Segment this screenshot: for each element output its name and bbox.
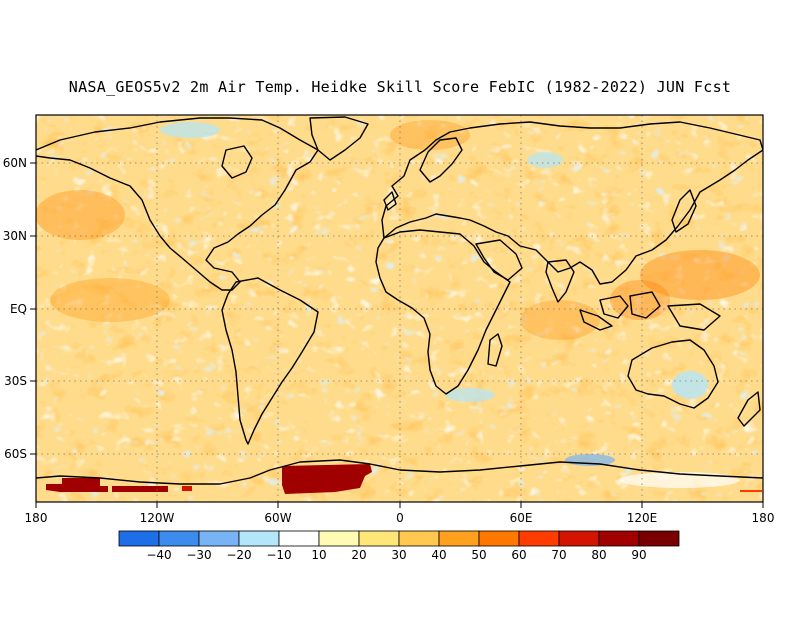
colorbar-label: 20 [351, 548, 366, 562]
colorbar-label: 10 [311, 548, 326, 562]
colorbar-label: −20 [226, 548, 251, 562]
colorbar-swatch [158, 530, 200, 547]
colorbar-label: 90 [631, 548, 646, 562]
colorbar-swatch [598, 530, 640, 547]
lat-tick-60n: 60N [3, 156, 27, 170]
lat-tick-60s: 60S [4, 447, 27, 461]
lon-tick-0: 0 [396, 511, 404, 525]
lat-tick-eq: EQ [10, 302, 27, 316]
lat-tick-30n: 30N [3, 229, 27, 243]
map-title: NASA_GEOS5v2 2m Air Temp. Heidke Skill S… [68, 78, 732, 96]
lon-tick-180w: 180 [25, 511, 48, 525]
lon-tick-180e: 180 [752, 511, 775, 525]
colorbar-label: 50 [471, 548, 486, 562]
graticule [36, 115, 763, 502]
colorbar-swatch [638, 530, 680, 547]
colorbar: −40 −30 −20 −10 10 20 30 40 50 60 70 80 90 [118, 530, 680, 562]
lon-tick-60e: 60E [510, 511, 533, 525]
colorbar-swatch [558, 530, 600, 547]
colorbar-label: 60 [511, 548, 526, 562]
lat-tick-30s: 30S [4, 374, 27, 388]
colorbar-swatch [518, 530, 560, 547]
lon-tick-120w: 120W [140, 511, 175, 525]
colorbar-label: 80 [591, 548, 606, 562]
colorbar-swatch [318, 530, 360, 547]
colorbar-label: 40 [431, 548, 446, 562]
colorbar-label: 30 [391, 548, 406, 562]
colorbar-swatch [438, 530, 480, 547]
lon-tick-60w: 60W [264, 511, 291, 525]
colorbar-label: 70 [551, 548, 566, 562]
colorbar-swatch [358, 530, 400, 547]
colorbar-label: −10 [266, 548, 291, 562]
colorbar-swatch [238, 530, 280, 547]
colorbar-swatch [278, 530, 320, 547]
skill-field [36, 115, 763, 502]
colorbar-swatch [118, 530, 160, 547]
colorbar-swatch [198, 530, 240, 547]
colorbar-label: −30 [186, 548, 211, 562]
colorbar-swatch [398, 530, 440, 547]
colorbar-label: −40 [146, 548, 171, 562]
lon-tick-120e: 120E [627, 511, 658, 525]
colorbar-swatch [478, 530, 520, 547]
coastlines [36, 116, 763, 485]
